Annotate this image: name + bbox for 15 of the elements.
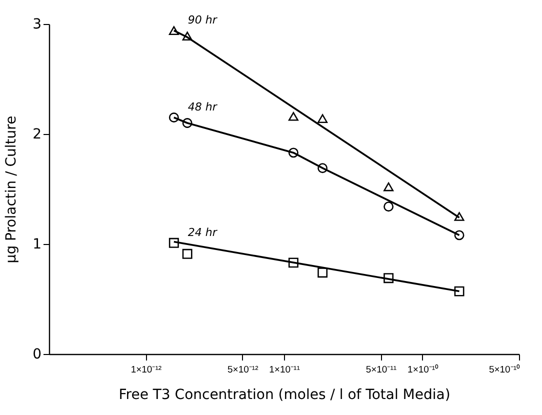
x-tick-label: 5×10⁻¹² [227,364,258,376]
x-tick-label: 5×10⁻¹¹ [366,364,397,376]
y-axis-title: μg Prolactin / Culture [4,116,20,264]
y-tick-label: 2 [32,126,42,142]
series-label: 48 hr [188,100,218,114]
y-tick-label: 1 [32,236,42,252]
x-tick-label: 5×10⁻¹⁰ [488,364,520,376]
y-tick-label: 0 [32,346,42,362]
x-axis-title: Free T3 Concentration (moles / l of Total Media) [118,387,450,403]
x-tick-label: 1×10⁻¹² [130,364,162,376]
series-label: 90 hr [188,14,218,27]
y-tick-label: 3 [32,16,42,32]
series-label: 24 hr [188,226,218,239]
x-tick-label: 1×10⁻¹⁰ [408,364,440,376]
x-tick-label: 1×10⁻¹¹ [269,364,300,376]
